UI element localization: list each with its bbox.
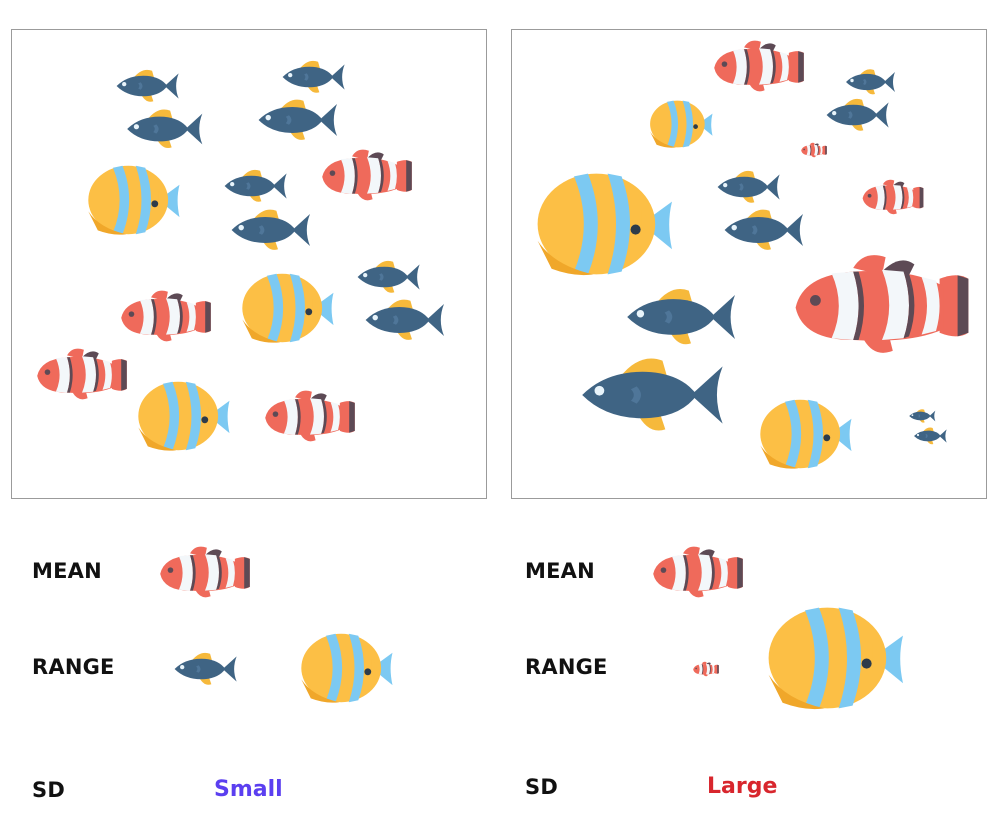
blue-fish-icon bbox=[251, 96, 343, 144]
range-label: RANGE bbox=[525, 655, 608, 679]
butterflyfish-icon bbox=[82, 162, 182, 238]
clownfish-icon bbox=[800, 142, 828, 158]
clownfish-icon bbox=[317, 147, 417, 203]
clownfish-icon bbox=[648, 544, 748, 600]
range-label: RANGE bbox=[32, 655, 115, 679]
sd-label: SD bbox=[32, 778, 65, 802]
left-population-panel bbox=[11, 29, 487, 499]
blue-fish-icon bbox=[118, 106, 210, 152]
butterflyfish-icon bbox=[295, 630, 395, 706]
blue-fish-icon bbox=[710, 168, 786, 206]
clownfish-icon bbox=[786, 250, 978, 358]
blue-fish-icon bbox=[350, 258, 426, 296]
clownfish-icon bbox=[692, 661, 720, 677]
blue-fish-icon bbox=[358, 296, 450, 344]
butterflyfish-icon bbox=[758, 602, 908, 714]
blue-fish-icon bbox=[717, 206, 809, 254]
blue-fish-icon bbox=[217, 167, 293, 205]
clownfish-icon bbox=[32, 346, 132, 402]
butterflyfish-icon bbox=[646, 98, 714, 150]
clownfish-icon bbox=[858, 178, 928, 216]
clownfish-icon bbox=[260, 388, 360, 444]
butterflyfish-icon bbox=[526, 168, 678, 280]
butterflyfish-icon bbox=[132, 378, 232, 454]
butterflyfish-icon bbox=[236, 270, 336, 346]
right-population-panel bbox=[511, 29, 987, 499]
clownfish-icon bbox=[116, 288, 216, 344]
clownfish-icon bbox=[709, 38, 809, 94]
mean-label: MEAN bbox=[525, 559, 595, 583]
blue-fish-icon bbox=[840, 67, 900, 97]
blue-fish-icon bbox=[275, 58, 351, 96]
sd-label: SD bbox=[525, 775, 558, 799]
blue-fish-icon bbox=[612, 284, 748, 350]
blue-fish-icon bbox=[910, 426, 950, 446]
blue-fish-icon bbox=[820, 96, 894, 134]
sd-value-large: Large bbox=[707, 774, 778, 799]
blue-fish-icon bbox=[224, 206, 316, 254]
sd-value-small: Small bbox=[214, 777, 283, 802]
blue-fish-icon bbox=[109, 67, 185, 105]
blue-fish-icon bbox=[906, 408, 938, 424]
clownfish-icon bbox=[155, 544, 255, 600]
mean-label: MEAN bbox=[32, 559, 102, 583]
blue-fish-icon bbox=[167, 650, 243, 688]
butterflyfish-icon bbox=[754, 396, 854, 472]
blue-fish-icon bbox=[568, 352, 734, 438]
